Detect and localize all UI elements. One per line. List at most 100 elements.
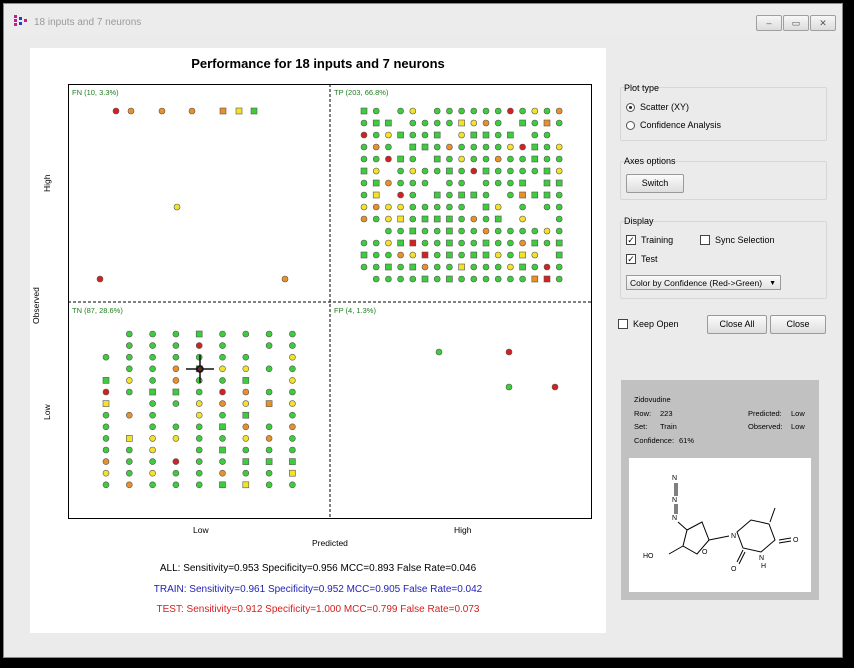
tp-point[interactable] xyxy=(409,119,417,127)
tp-point[interactable] xyxy=(360,191,368,199)
tp-point[interactable] xyxy=(385,203,392,211)
tn-point[interactable] xyxy=(265,435,273,442)
tn-point[interactable] xyxy=(102,469,110,477)
tp-point[interactable] xyxy=(409,131,417,139)
tn-point[interactable] xyxy=(172,469,180,477)
check-icon[interactable]: ✓ xyxy=(626,235,636,245)
tp-point[interactable] xyxy=(458,179,465,187)
tn-point[interactable] xyxy=(219,435,226,442)
tp-point[interactable] xyxy=(543,203,551,211)
tp-point[interactable] xyxy=(519,275,526,283)
tn-point[interactable] xyxy=(149,365,156,373)
tn-point[interactable] xyxy=(289,365,296,373)
tp-point[interactable] xyxy=(507,239,514,247)
tp-point[interactable] xyxy=(397,203,404,211)
tp-point[interactable] xyxy=(360,251,368,259)
fn-point[interactable] xyxy=(219,107,227,115)
tp-point[interactable] xyxy=(482,131,490,139)
radio-confidence-analysis[interactable]: Confidence Analysis xyxy=(626,120,721,130)
tp-point[interactable] xyxy=(360,203,368,211)
tp-point[interactable] xyxy=(555,167,563,175)
tn-point[interactable] xyxy=(172,353,180,361)
tp-point[interactable] xyxy=(519,167,526,175)
tp-point[interactable] xyxy=(507,191,514,199)
tn-point[interactable] xyxy=(289,400,296,407)
training-checkbox[interactable]: ✓ Training xyxy=(626,235,673,245)
tp-point[interactable] xyxy=(543,119,551,127)
tp-point[interactable] xyxy=(555,203,563,211)
tn-point[interactable] xyxy=(149,342,156,349)
tn-point[interactable] xyxy=(242,435,250,442)
tp-point[interactable] xyxy=(421,203,429,211)
fn-point[interactable] xyxy=(112,107,120,115)
tn-point[interactable] xyxy=(149,411,156,419)
tp-point[interactable] xyxy=(519,107,526,115)
tn-point[interactable] xyxy=(125,342,133,349)
tp-point[interactable] xyxy=(446,215,453,223)
tp-point[interactable] xyxy=(458,227,465,235)
tp-point[interactable] xyxy=(372,167,380,175)
tn-point[interactable] xyxy=(195,481,203,489)
tp-point[interactable] xyxy=(372,143,380,151)
tp-point[interactable] xyxy=(531,239,539,247)
tn-point[interactable] xyxy=(195,388,203,396)
tn-point[interactable] xyxy=(102,423,110,431)
tp-point[interactable] xyxy=(494,167,502,175)
tn-point[interactable] xyxy=(219,481,226,489)
tn-point[interactable] xyxy=(102,446,110,454)
tn-point[interactable] xyxy=(172,365,180,373)
tn-point[interactable] xyxy=(219,423,226,431)
radio-scatter-indicator[interactable] xyxy=(626,102,635,112)
tn-point[interactable] xyxy=(125,353,133,361)
tn-point[interactable] xyxy=(172,481,180,489)
tp-point[interactable] xyxy=(458,167,465,175)
tn-point[interactable] xyxy=(172,388,180,396)
tp-point[interactable] xyxy=(494,107,502,115)
fn-point[interactable] xyxy=(235,107,243,115)
tp-point[interactable] xyxy=(543,143,551,151)
keep-open-checkbox[interactable]: Keep Open xyxy=(618,319,679,329)
tp-point[interactable] xyxy=(470,251,478,259)
tp-point[interactable] xyxy=(507,167,514,175)
tp-point[interactable] xyxy=(543,107,551,115)
tp-point[interactable] xyxy=(555,275,563,283)
tp-point[interactable] xyxy=(531,263,539,271)
tp-point[interactable] xyxy=(494,119,502,127)
tp-point[interactable] xyxy=(421,275,429,283)
tp-point[interactable] xyxy=(446,251,453,259)
tp-point[interactable] xyxy=(494,215,502,223)
tn-point[interactable] xyxy=(265,469,273,477)
fn-point[interactable] xyxy=(158,107,166,115)
tp-point[interactable] xyxy=(543,239,551,247)
tn-point[interactable] xyxy=(242,411,250,419)
radio-confidence-indicator[interactable] xyxy=(626,120,635,130)
tn-point[interactable] xyxy=(289,330,296,338)
tn-point[interactable] xyxy=(102,411,110,419)
tp-point[interactable] xyxy=(470,143,478,151)
tp-point[interactable] xyxy=(409,167,417,175)
tn-point[interactable] xyxy=(242,469,250,477)
tp-point[interactable] xyxy=(433,131,441,139)
tp-point[interactable] xyxy=(458,191,465,199)
tp-point[interactable] xyxy=(421,179,429,187)
tp-point[interactable] xyxy=(482,119,490,127)
tp-point[interactable] xyxy=(372,131,380,139)
tp-point[interactable] xyxy=(397,251,404,259)
tn-point[interactable] xyxy=(149,423,156,431)
tn-point[interactable] xyxy=(289,446,296,454)
unchecked-box-icon[interactable] xyxy=(700,235,710,245)
tp-point[interactable] xyxy=(555,143,563,151)
tp-point[interactable] xyxy=(494,263,502,271)
tp-point[interactable] xyxy=(531,275,539,283)
tn-point[interactable] xyxy=(125,330,133,338)
tp-point[interactable] xyxy=(372,107,380,115)
tn-point[interactable] xyxy=(102,388,110,396)
tn-point[interactable] xyxy=(289,377,296,384)
tp-point[interactable] xyxy=(458,131,465,139)
tp-point[interactable] xyxy=(446,179,453,187)
tn-point[interactable] xyxy=(125,435,133,442)
tp-point[interactable] xyxy=(507,143,514,151)
tn-point[interactable] xyxy=(265,481,273,489)
tn-point[interactable] xyxy=(125,365,133,373)
tn-point[interactable] xyxy=(149,435,156,442)
